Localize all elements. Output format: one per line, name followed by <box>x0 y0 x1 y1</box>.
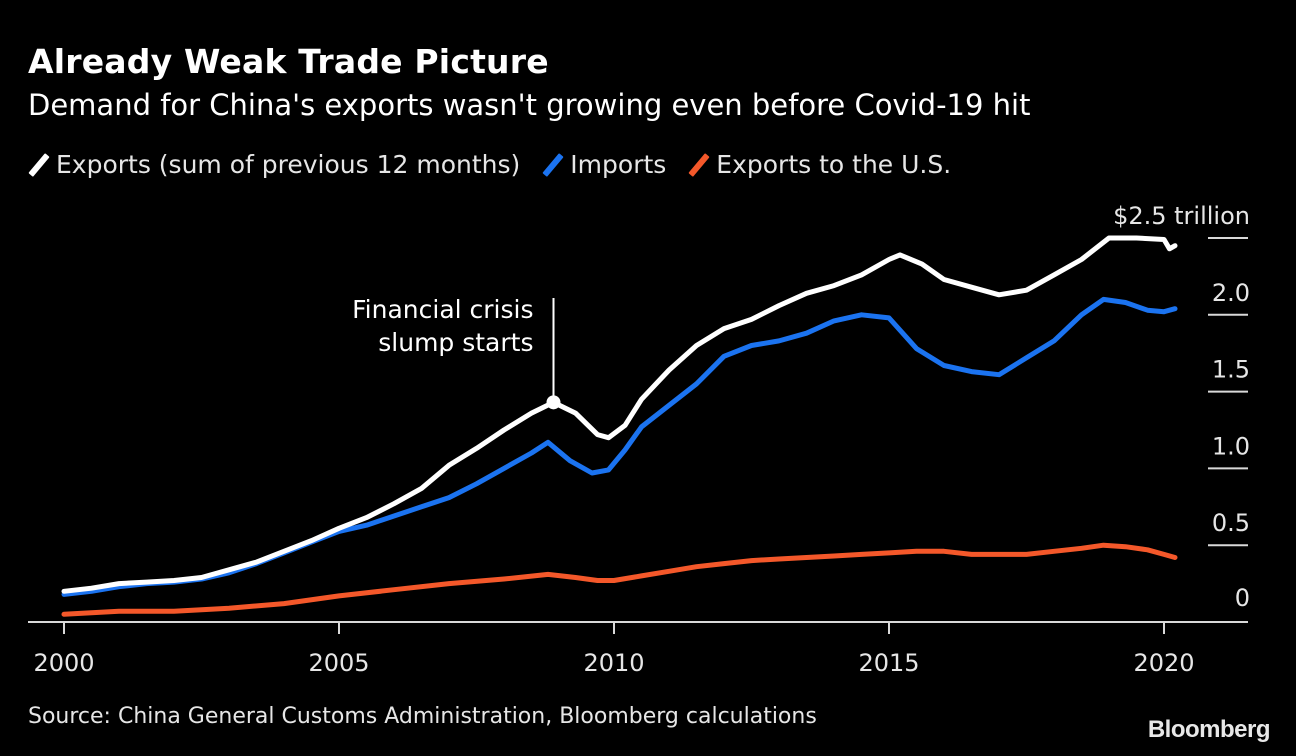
series-line-exports <box>61 235 1178 594</box>
chart-subtitle: Demand for China's exports wasn't growin… <box>28 88 1031 122</box>
y-tick-label: 0 <box>1235 584 1250 612</box>
bloomberg-logo: Bloomberg <box>1147 716 1271 743</box>
y-tick-label: 0.5 <box>1212 509 1250 537</box>
series-line-exports-us <box>61 542 1178 617</box>
source-note: Source: China General Customs Administra… <box>28 704 817 729</box>
legend-item-exports-us: Exports to the U.S. <box>688 150 951 179</box>
series-group <box>61 235 1178 617</box>
annotation-marker <box>546 395 561 410</box>
x-tick-label: 2015 <box>858 649 919 677</box>
x-axis: 2000 2005 2010 2015 2020 <box>28 621 1248 677</box>
x-tick-label: 2000 <box>33 649 94 677</box>
legend-label-imports: Imports <box>570 150 667 179</box>
legend: Exports (sum of previous 12 months) Impo… <box>28 150 973 179</box>
series-line-imports <box>61 296 1178 597</box>
legend-item-exports: Exports (sum of previous 12 months) <box>28 150 520 179</box>
annotation-text: Financial crisis <box>352 295 533 324</box>
annotations-group: Financial crisis slump starts <box>352 295 561 410</box>
y-tick-label: $2.5 trillion <box>1113 202 1250 230</box>
y-tick-label: 2.0 <box>1212 279 1250 307</box>
y-axis: 0 0.5 1.0 1.5 2.0 $2.5 trillion <box>1113 202 1250 612</box>
legend-label-exports: Exports (sum of previous 12 months) <box>56 150 521 179</box>
annotation-text: slump starts <box>378 328 533 357</box>
x-tick-label: 2020 <box>1133 649 1194 677</box>
legend-label-exports-us: Exports to the U.S. <box>716 150 952 179</box>
y-tick-label: 1.0 <box>1212 432 1250 460</box>
chart-title: Already Weak Trade Picture <box>28 42 549 81</box>
x-tick-label: 2005 <box>308 649 369 677</box>
y-tick-label: 1.5 <box>1212 356 1250 384</box>
legend-item-imports: Imports <box>542 150 666 179</box>
x-tick-label: 2010 <box>583 649 644 677</box>
